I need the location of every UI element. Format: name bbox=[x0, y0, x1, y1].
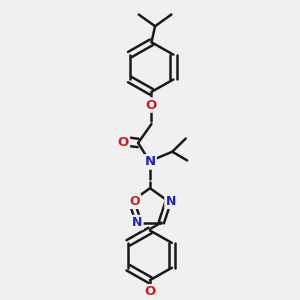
Text: O: O bbox=[146, 98, 157, 112]
Text: N: N bbox=[166, 195, 176, 208]
Text: O: O bbox=[129, 195, 140, 208]
Text: N: N bbox=[132, 216, 142, 229]
Text: N: N bbox=[144, 155, 156, 168]
Text: O: O bbox=[118, 136, 129, 149]
Text: O: O bbox=[144, 285, 156, 298]
